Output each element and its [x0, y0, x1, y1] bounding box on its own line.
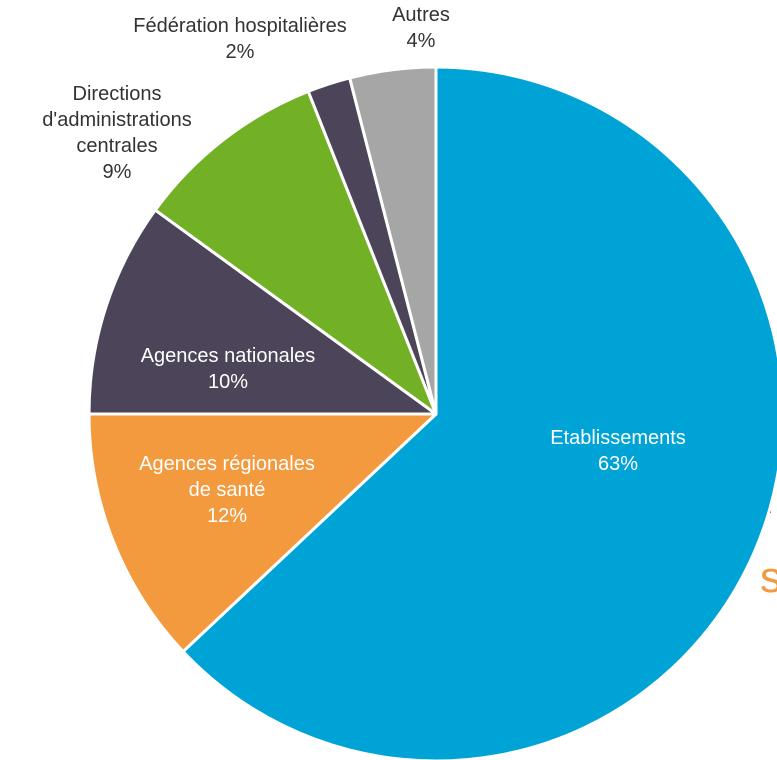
slice-name-label: Fédération hospitalières	[133, 15, 346, 37]
slice-name-label: Directions	[73, 83, 162, 105]
slice-name-label: centrales	[76, 135, 157, 157]
pie-slice-2	[87, 412, 438, 654]
slice-label-4: Directions d'administrations centrales 9%	[42, 83, 191, 183]
slice-label-2: Agences régionales de santé 12%	[139, 453, 315, 527]
cropped-text-fragment-2: s	[760, 553, 777, 602]
pie-slice-3	[87, 208, 438, 416]
slice-label-6: Autres 4%	[392, 4, 450, 52]
pie-slice-6	[348, 65, 438, 416]
slice-name-label: Agences nationales	[141, 345, 316, 367]
slice-label-5: Fédération hospitalières 2%	[133, 15, 346, 63]
slice-value-label: 2%	[226, 41, 255, 63]
pie-slice-4	[153, 89, 438, 416]
slice-name-label: Etablissements	[550, 427, 686, 449]
slice-value-label: 9%	[103, 161, 132, 183]
slice-value-label: 63%	[598, 453, 638, 475]
slice-value-label: 4%	[407, 30, 436, 52]
slice-label-1: Etablissements 63%	[550, 427, 686, 475]
slice-name-label: Agences régionales	[139, 453, 315, 475]
pie-slice-1	[181, 65, 777, 760]
slice-value-label: 12%	[207, 505, 247, 527]
slice-name-label: Autres	[392, 4, 450, 26]
slice-value-label: 10%	[208, 371, 248, 393]
slice-name-label: de santé	[189, 479, 266, 501]
slice-name-label: d'administrations	[42, 109, 191, 131]
slice-label-3: Agences nationales 10%	[141, 345, 316, 393]
